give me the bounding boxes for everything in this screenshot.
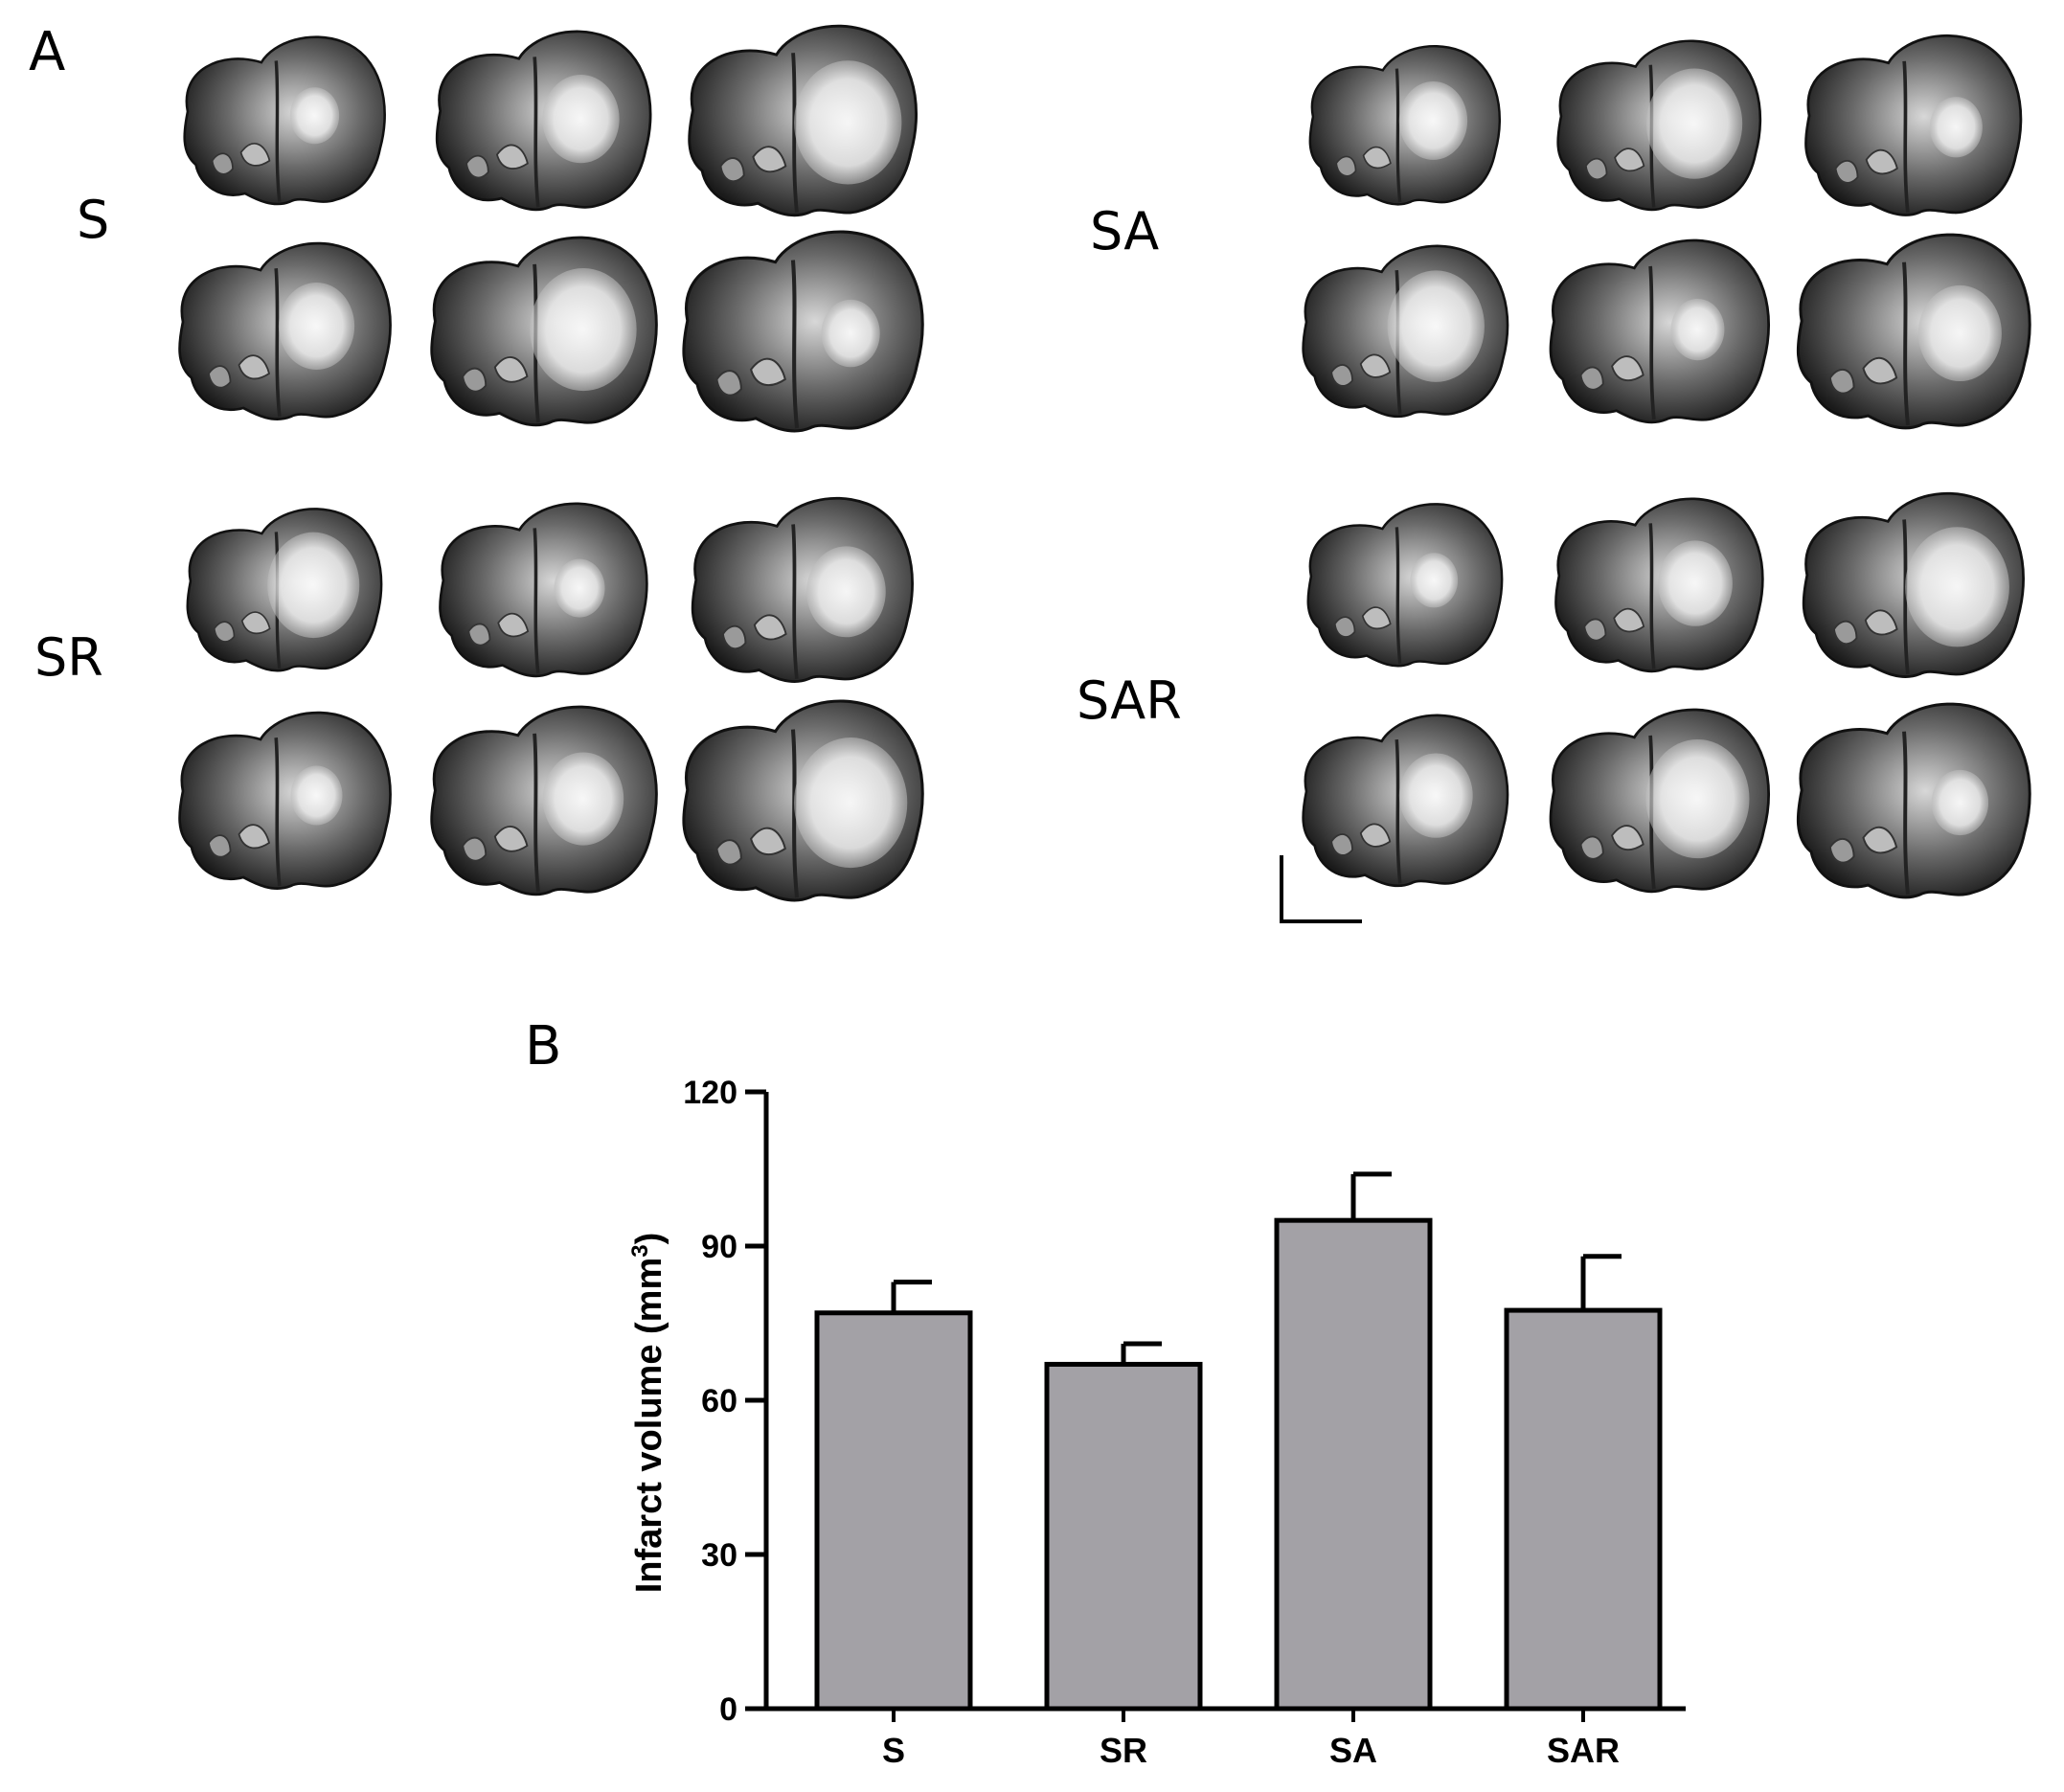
panel-a-label: A	[29, 21, 66, 83]
x-tick-label-s: S	[882, 1731, 905, 1770]
group-label-sar: SAR	[1077, 670, 1182, 731]
bar-sr	[1044, 1361, 1203, 1712]
group-label-s: S	[77, 190, 110, 250]
y-tick-label: 90	[701, 1229, 737, 1265]
group-label-sa: SA	[1090, 201, 1160, 261]
brain-section	[1302, 714, 1509, 888]
y-tick-label: 0	[719, 1691, 737, 1728]
brain-section	[1556, 39, 1762, 212]
brain-section	[1302, 244, 1509, 419]
brain-section	[183, 35, 386, 206]
bar-sar	[1504, 1307, 1663, 1712]
panel-b-label: B	[525, 1015, 562, 1077]
x-tick-label-sar: SAR	[1547, 1731, 1620, 1770]
group-label-sr: SR	[34, 627, 103, 688]
brain-section	[1796, 702, 2031, 899]
brain-section-grid	[178, 24, 2031, 923]
brain-section	[430, 705, 658, 896]
brain-section	[682, 699, 924, 902]
scale-bar	[1280, 855, 1362, 923]
brain-section	[691, 496, 914, 684]
brain-section	[1549, 708, 1771, 894]
bar-sa	[1274, 1217, 1433, 1712]
brain-section	[439, 502, 648, 678]
y-tick-label: 120	[683, 1075, 737, 1111]
brain-section	[178, 711, 392, 890]
brain-section	[1306, 503, 1504, 668]
x-tick-label-sa: SA	[1329, 1731, 1377, 1770]
brain-section	[682, 230, 924, 433]
brain-section	[1308, 45, 1502, 206]
y-tick-label: 30	[701, 1537, 737, 1574]
brain-section	[1796, 233, 2031, 430]
brain-section	[1554, 497, 1764, 673]
brain-section	[435, 30, 652, 212]
x-tick-label-sr: SR	[1100, 1731, 1147, 1770]
y-tick-label: 60	[701, 1383, 737, 1419]
brain-section	[178, 241, 392, 420]
brain-section	[186, 508, 383, 672]
brain-section	[1802, 491, 2025, 679]
y-axis-title: Infarct volume (mm3)	[627, 1233, 669, 1594]
infarct-volume-bar-chart: Infarct volume (mm3) 0 30 60 90 120 S SR SA SAR	[627, 1075, 1686, 1770]
bar-s	[814, 1310, 973, 1712]
brain-section	[688, 24, 918, 217]
brain-section	[1549, 238, 1771, 424]
brain-section	[1804, 34, 2023, 216]
brain-section	[430, 236, 658, 427]
